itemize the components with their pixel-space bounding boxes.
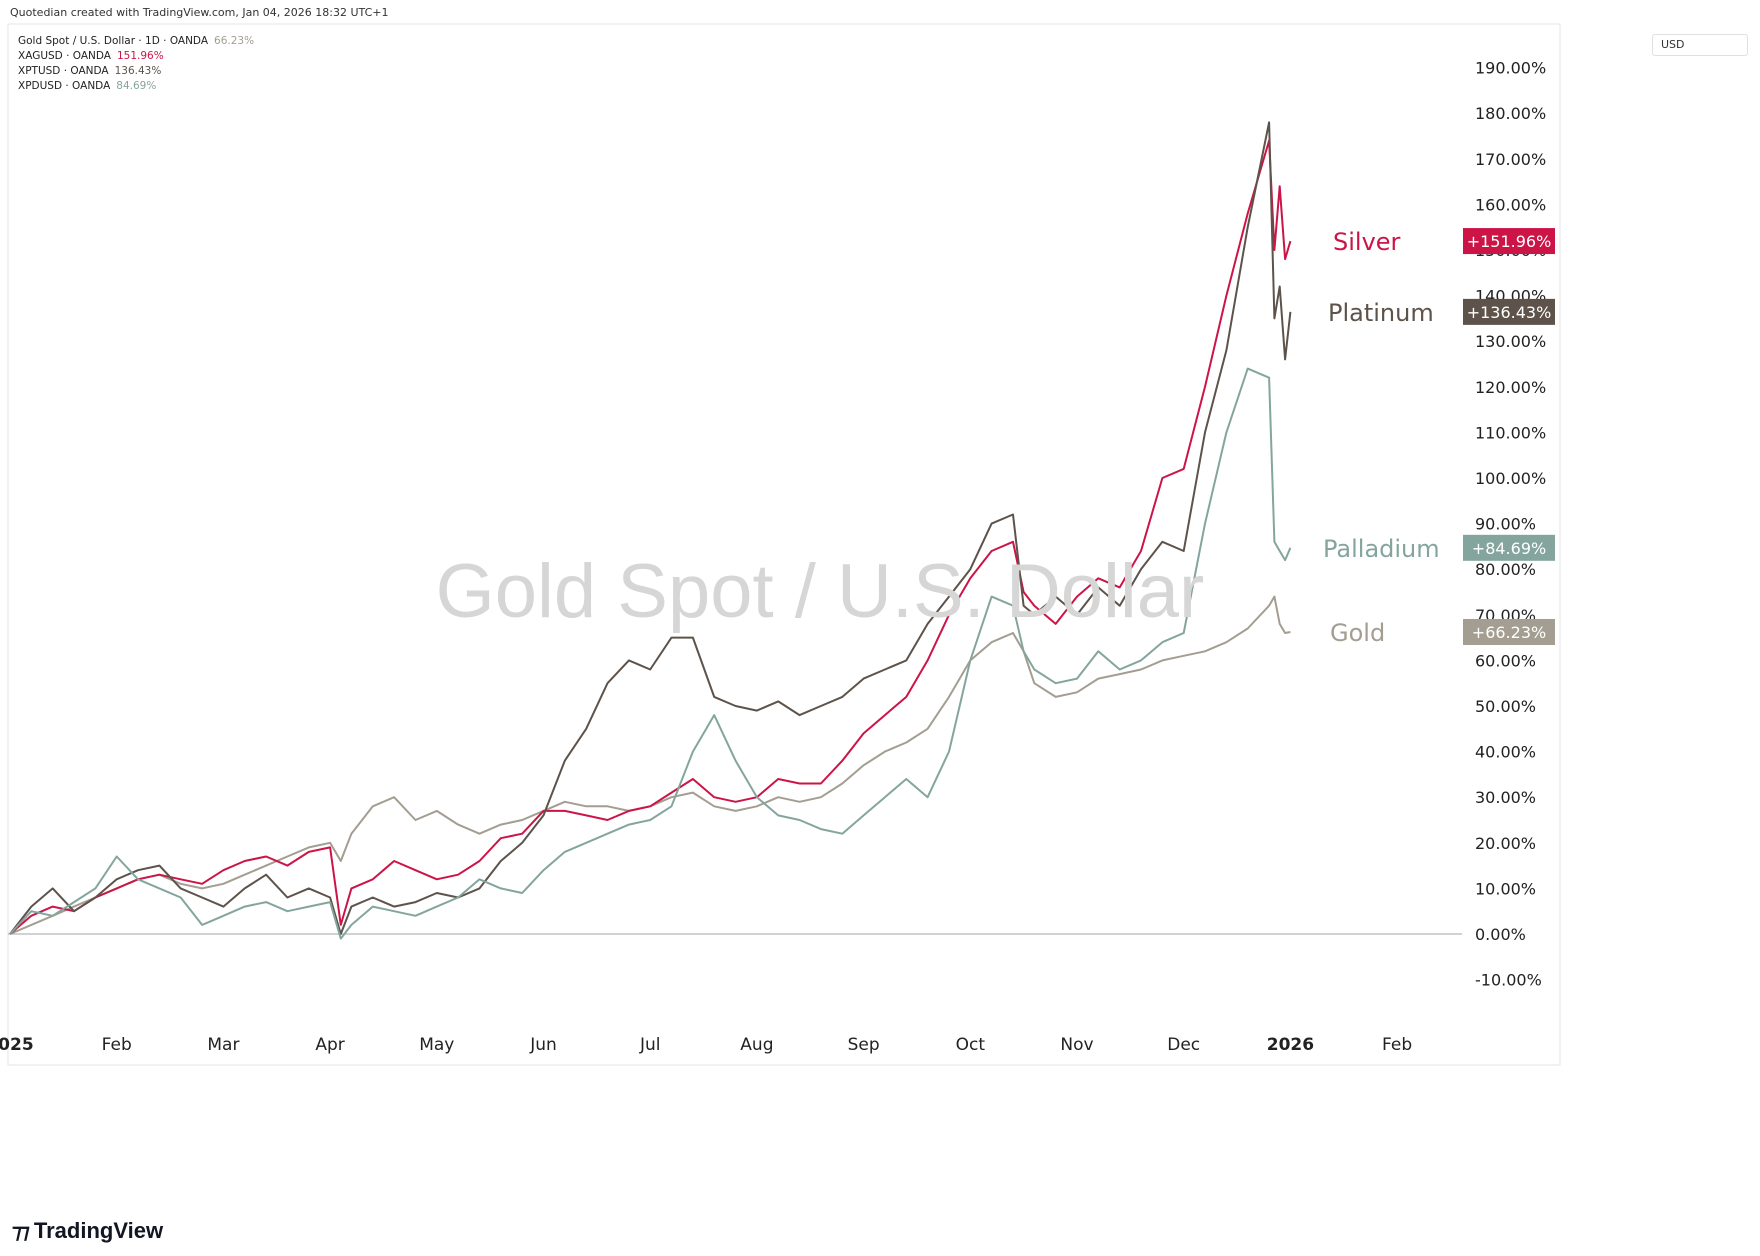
price-badge-silver	[1463, 228, 1555, 255]
series-layer	[9, 121, 1292, 940]
price-badge-platinum	[1463, 298, 1555, 325]
x-tick-label: Apr	[315, 1035, 344, 1055]
y-tick-label: -10.00%	[1475, 971, 1542, 990]
y-tick-label: 10.00%	[1475, 879, 1536, 898]
x-tick-label: Aug	[740, 1035, 773, 1055]
series-line-platinum	[9, 121, 1292, 935]
y-tick-label: 50.00%	[1475, 697, 1536, 716]
legend-item-platinum[interactable]: XPTUSD · OANDA 136.43%	[18, 64, 254, 79]
tradingview-logo-icon: ⁊⁊	[12, 1220, 30, 1243]
y-tick-label: 90.00%	[1475, 515, 1536, 534]
y-tick-label: 0.00%	[1475, 925, 1526, 944]
y-tick-label: 40.00%	[1475, 743, 1536, 762]
legend-item-silver[interactable]: XAGUSD · OANDA 151.96%	[18, 49, 254, 64]
y-tick-label: 160.00%	[1475, 195, 1546, 214]
series-line-gold	[9, 595, 1291, 935]
price-axis[interactable]: 190.00%180.00%170.00%160.00%150.00%140.0…	[1475, 59, 1546, 990]
currency-selector[interactable]: USD	[1652, 34, 1748, 56]
series-labels: Gold +66.23% Silver +151.96% Platinum +136.43…	[1323, 228, 1555, 647]
y-tick-label: 30.00%	[1475, 788, 1536, 807]
price-badge-text-silver: +151.96%	[1467, 232, 1552, 251]
price-badge-text-platinum: +136.43%	[1467, 303, 1552, 322]
x-tick-label: Sep	[848, 1035, 880, 1055]
series-label-palladium: Palladium	[1323, 535, 1440, 563]
legend-value: 151.96%	[116, 50, 164, 62]
x-tick-label: 2026	[1267, 1035, 1314, 1055]
time-axis[interactable]: 2025 Feb Mar Apr May Jun Jul Aug Sep Oct Nov Dec 202…	[0, 1035, 1412, 1055]
price-badge-palladium	[1463, 534, 1555, 561]
price-badge-text-gold: +66.23%	[1472, 623, 1546, 642]
legend-item-gold[interactable]: Gold Spot / U.S. Dollar · 1D · OANDA 66.2…	[18, 34, 254, 49]
legend-label: XPTUSD · OANDA	[18, 65, 109, 77]
legend: Gold Spot / U.S. Dollar · 1D · OANDA 66.2…	[18, 34, 254, 94]
y-tick-label: 100.00%	[1475, 469, 1546, 488]
legend-item-palladium[interactable]: XPDUSD · OANDA 84.69%	[18, 79, 254, 94]
x-tick-label: Feb	[102, 1035, 132, 1055]
legend-label: XPDUSD · OANDA	[18, 80, 111, 92]
y-tick-label: 110.00%	[1475, 423, 1546, 442]
series-label-gold: Gold	[1330, 619, 1385, 647]
y-tick-label: 80.00%	[1475, 560, 1536, 579]
y-tick-label: 170.00%	[1475, 150, 1546, 169]
price-badge-gold	[1463, 618, 1555, 645]
tradingview-brand[interactable]: ⁊⁊ TradingView	[12, 1218, 163, 1244]
y-tick-label: 60.00%	[1475, 651, 1536, 670]
y-tick-label: 180.00%	[1475, 104, 1546, 123]
chart-frame	[7, 23, 1561, 1066]
x-tick-label: May	[419, 1035, 454, 1055]
x-tick-label: Feb	[1382, 1035, 1412, 1055]
y-tick-label: 20.00%	[1475, 834, 1536, 853]
symbol-watermark: Gold Spot / U.S. Dollar	[435, 549, 1205, 634]
legend-value: 136.43%	[114, 65, 162, 77]
x-tick-label: Jul	[639, 1035, 661, 1055]
series-line-silver	[9, 139, 1292, 935]
brand-name: TradingView	[33, 1218, 164, 1243]
legend-value: 84.69%	[116, 80, 157, 92]
chart-border	[7, 23, 1561, 1066]
x-tick-label: 2025	[0, 1035, 34, 1055]
legend-label: Gold Spot / U.S. Dollar · 1D · OANDA	[18, 35, 209, 47]
price-badge-text-palladium: +84.69%	[1472, 539, 1546, 558]
series-label-silver: Silver	[1333, 228, 1401, 256]
y-tick-label: 120.00%	[1475, 378, 1546, 397]
series-label-platinum: Platinum	[1328, 299, 1434, 327]
y-tick-label: 190.00%	[1475, 59, 1546, 78]
chart-credit: Quotedian created with TradingView.com, …	[10, 6, 389, 19]
legend-value: 66.23%	[214, 35, 255, 47]
legend-label: XAGUSD · OANDA	[18, 50, 111, 62]
x-tick-label: Nov	[1060, 1035, 1093, 1055]
series-line-palladium	[9, 367, 1292, 940]
y-tick-label: 130.00%	[1475, 332, 1546, 351]
x-tick-label: Oct	[956, 1035, 986, 1055]
x-tick-label: Mar	[207, 1035, 239, 1055]
x-tick-label: Jun	[529, 1035, 557, 1055]
x-tick-label: Dec	[1167, 1035, 1200, 1055]
